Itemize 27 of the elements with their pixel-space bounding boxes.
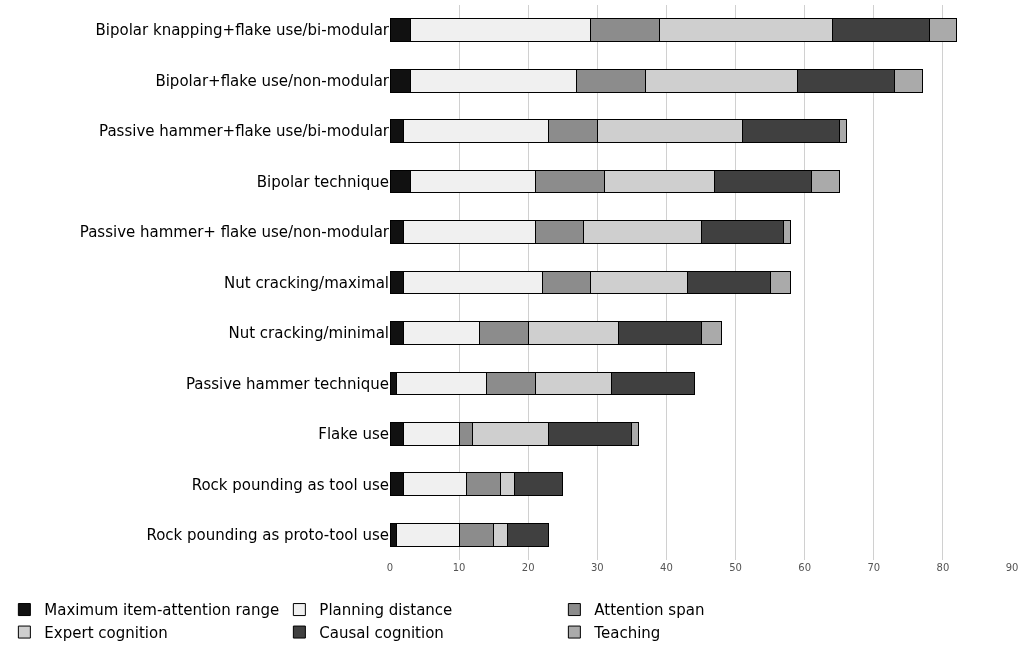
- y-tick-label: Flake use: [318, 425, 389, 444]
- x-tick-label: 60: [798, 562, 812, 573]
- legend-label: Expert cognition: [44, 623, 168, 642]
- x-tick-label: 40: [660, 562, 673, 573]
- x-tick-label: 10: [452, 562, 466, 573]
- legend-label: Attention span: [594, 601, 705, 620]
- y-tick-label: Rock pounding as proto-tool use: [146, 526, 389, 545]
- y-tick-label: Bipolar knapping+flake use/bi-modular: [95, 21, 390, 40]
- y-tick-label: Passive hammer+flake use/bi-modular: [99, 122, 390, 141]
- legend-label: Maximum item-attention range: [44, 601, 280, 620]
- x-tick-label: 80: [936, 562, 950, 573]
- x-tick-label: 0: [386, 562, 394, 573]
- legend-label: Planning distance: [319, 601, 453, 620]
- y-tick-label: Passive hammer technique: [185, 374, 389, 393]
- x-tick-label: 30: [590, 562, 604, 573]
- legend-label: Causal cognition: [319, 623, 444, 642]
- x-tick-label: 90: [1005, 562, 1019, 573]
- x-tick-label: 50: [729, 562, 742, 573]
- y-tick-label: Passive hammer+ flake use/non-modular: [79, 223, 390, 242]
- legend-label: Teaching: [593, 623, 661, 642]
- y-tick-label: Nut cracking/maximal: [224, 273, 389, 292]
- x-tick-label: 20: [521, 562, 535, 573]
- y-tick-label: Rock pounding as tool use: [191, 475, 389, 494]
- y-tick-label: Bipolar+flake use/non-modular: [155, 71, 390, 90]
- y-tick-label: Nut cracking/minimal: [228, 324, 389, 343]
- x-tick-label: 70: [867, 562, 881, 573]
- y-tick-label: Bipolar technique: [256, 172, 389, 191]
